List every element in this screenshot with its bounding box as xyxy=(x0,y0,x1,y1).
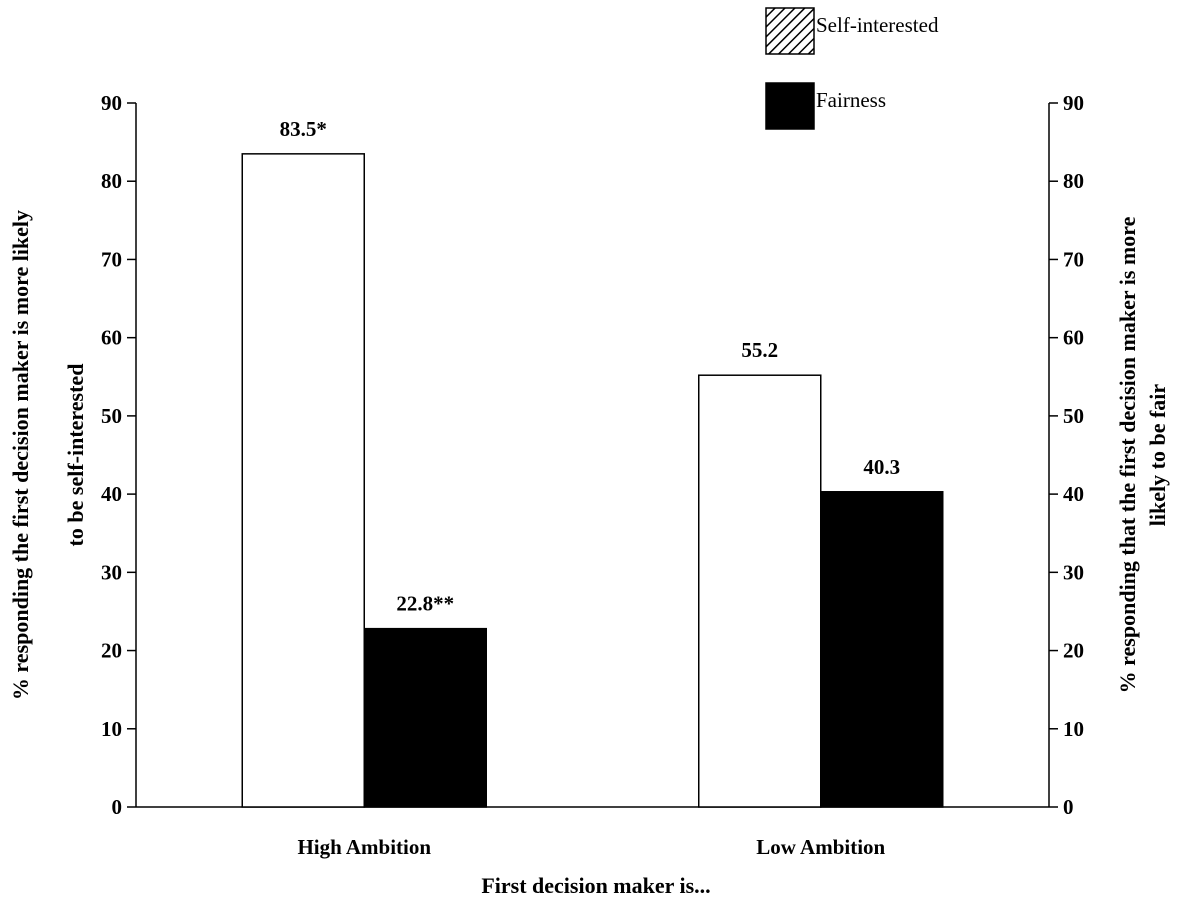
y-axis-title-line: % responding the first decision maker is… xyxy=(8,210,33,700)
bar-fairness-high-ambition xyxy=(363,627,487,808)
category-labels: High Ambition Low Ambition xyxy=(297,835,885,859)
y-tick-label-left: 0 xyxy=(112,795,123,819)
y-tick-label-left: 50 xyxy=(101,404,122,428)
data-label: 55.2 xyxy=(741,338,778,362)
y-tick-label-right: 90 xyxy=(1063,91,1084,115)
data-label: 40.3 xyxy=(863,455,900,479)
y-tick-label-left: 60 xyxy=(101,326,122,350)
y-tick-label-right: 10 xyxy=(1063,717,1084,741)
y-tick-label-right: 70 xyxy=(1063,247,1084,271)
legend: Self-interested Fairness xyxy=(765,7,939,130)
legend-swatch xyxy=(765,82,815,130)
data-label: 22.8** xyxy=(396,592,454,616)
y-tick-label-right: 40 xyxy=(1063,482,1084,506)
y-axis-title-left: % responding the first decision maker is… xyxy=(8,210,88,700)
y-tick-label-right: 20 xyxy=(1063,639,1084,663)
bar-self-interested-high-ambition xyxy=(241,153,365,808)
y-axis-title-line: to be self-interested xyxy=(63,364,88,547)
legend-label: Fairness xyxy=(816,88,886,112)
legend-swatch xyxy=(765,7,815,55)
y-tick-label-right: 0 xyxy=(1063,795,1074,819)
data-label: 83.5* xyxy=(280,117,327,141)
data-labels: 83.5* 22.8** 55.2 40.3 xyxy=(280,117,901,616)
legend-label: Self-interested xyxy=(816,13,939,37)
y-tick-label-left: 20 xyxy=(101,639,122,663)
y-axis-title-line: % responding that the first decision mak… xyxy=(1115,216,1140,693)
y-tick-label-right: 60 xyxy=(1063,326,1084,350)
y-tick-label-left: 10 xyxy=(101,717,122,741)
y-axis-title-line: likely to be fair xyxy=(1145,384,1170,527)
y-tick-label-left: 30 xyxy=(101,560,122,584)
x-axis-title: First decision maker is... xyxy=(481,873,710,898)
y-tick-label-left: 90 xyxy=(101,91,122,115)
y-tick-label-left: 80 xyxy=(101,169,122,193)
category-label: Low Ambition xyxy=(756,835,885,859)
bar-fairness-low-ambition xyxy=(820,491,944,808)
bar-self-interested-low-ambition xyxy=(698,374,822,808)
bars xyxy=(241,153,944,808)
y-tick-label-right: 80 xyxy=(1063,169,1084,193)
category-label: High Ambition xyxy=(297,835,431,859)
y-tick-label-left: 40 xyxy=(101,482,122,506)
y-tick-label-right: 50 xyxy=(1063,404,1084,428)
y-axis-title-right: % responding that the first decision mak… xyxy=(1115,216,1170,693)
y-tick-label-left: 70 xyxy=(101,247,122,271)
y-tick-label-right: 30 xyxy=(1063,560,1084,584)
